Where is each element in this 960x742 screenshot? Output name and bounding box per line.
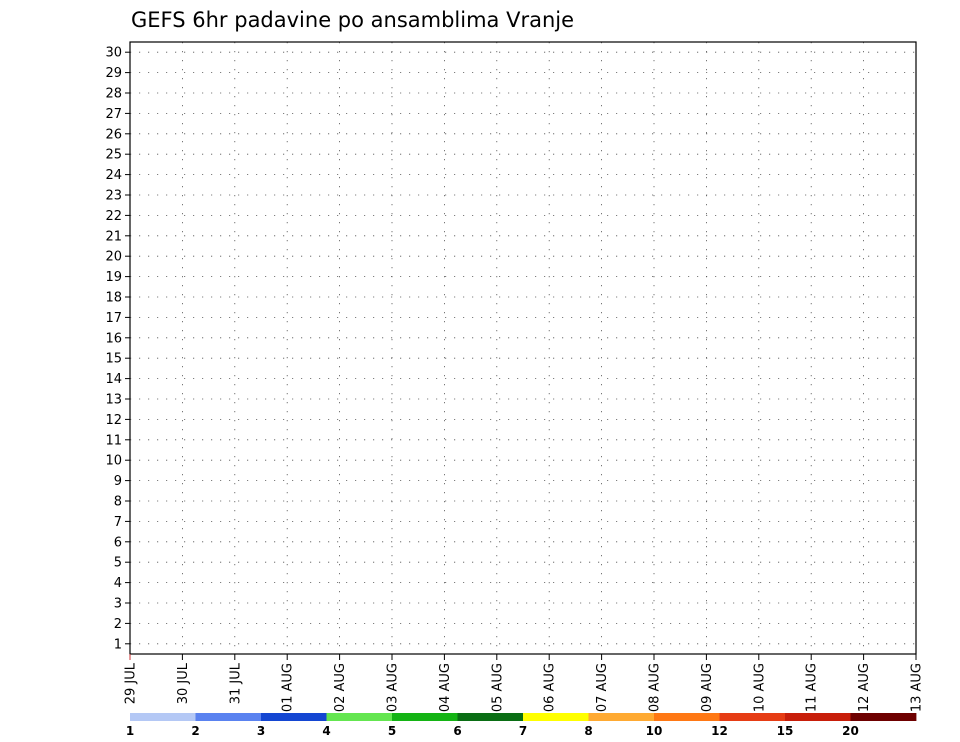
legend-swatch [457, 713, 524, 721]
y-tick-label: 24 [105, 168, 122, 183]
x-tick-label: 05 AUG [490, 663, 505, 712]
legend-swatch [261, 713, 327, 721]
y-tick-label: 6 [114, 535, 122, 550]
legend-label: 15 [777, 724, 794, 738]
legend-swatch [130, 713, 196, 721]
y-tick-label: 3 [114, 597, 122, 612]
y-tick-label: 12 [105, 413, 122, 428]
y-tick-label: 5 [114, 556, 122, 571]
y-tick-label: 9 [114, 474, 122, 489]
y-tick-label: 19 [105, 270, 122, 285]
y-tick-label: 7 [114, 515, 122, 530]
y-tick-label: 20 [105, 250, 122, 265]
legend-label: 6 [453, 724, 461, 738]
y-axis: 1234567891011121314151617181920212223242… [105, 46, 130, 652]
y-tick-label: 17 [105, 311, 122, 326]
y-tick-label: 23 [105, 189, 122, 204]
grid-lines [130, 42, 916, 654]
x-tick-label: 06 AUG [543, 663, 558, 712]
y-tick-label: 26 [105, 127, 122, 142]
legend-label: 3 [257, 724, 265, 738]
y-tick-label: 4 [114, 576, 122, 591]
y-tick-label: 18 [105, 291, 122, 306]
legend-label: 12 [711, 724, 728, 738]
y-tick-label: 13 [105, 393, 122, 408]
y-tick-label: 30 [105, 46, 122, 61]
legend-label: 7 [519, 724, 527, 738]
legend-label: 1 [126, 724, 134, 738]
legend-swatch [850, 713, 917, 721]
x-tick-label: 01 AUG [281, 663, 296, 712]
legend-swatch [392, 713, 458, 721]
legend-label: 5 [388, 724, 396, 738]
x-tick-label: 09 AUG [700, 663, 715, 712]
x-tick-label: 13 AUG [910, 663, 925, 712]
y-tick-label: 27 [105, 107, 122, 122]
legend-label: 2 [191, 724, 199, 738]
x-tick-label: 07 AUG [595, 663, 610, 712]
legend-label: 10 [646, 724, 663, 738]
y-tick-label: 28 [105, 87, 122, 102]
x-axis: 29 JUL 30 JUL 31 JUL 01 AUG 02 AUG 03 AUG 04 A… [124, 654, 925, 712]
x-tick-label: 03 AUG [386, 663, 401, 712]
legend-swatch [326, 713, 393, 721]
y-tick-label: 14 [105, 372, 122, 387]
y-tick-label: 22 [105, 209, 122, 224]
legend-swatch [785, 713, 851, 721]
x-tick-label: 11 AUG [805, 663, 820, 712]
y-tick-label: 21 [105, 229, 122, 244]
y-tick-label: 2 [114, 617, 122, 632]
plot-frame [129, 41, 917, 655]
y-tick-label: 11 [105, 433, 122, 448]
legend-swatch [719, 713, 786, 721]
x-tick-label: 31 JUL [228, 662, 243, 704]
x-tick-label: 08 AUG [648, 663, 663, 712]
legend-swatch [195, 713, 262, 721]
legend-swatch [588, 713, 655, 721]
chart-title: GEFS 6hr padavine po ansamblima Vranje [131, 8, 574, 32]
color-legend: 1 2 3 4 5 6 7 8 10 12 15 20 [126, 713, 917, 738]
x-tick-label: 04 AUG [438, 663, 453, 712]
legend-label: 8 [584, 724, 592, 738]
legend-label: 4 [322, 724, 330, 738]
x-tick-label: 30 JUL [176, 662, 191, 704]
x-tick-label: 02 AUG [333, 663, 348, 712]
legend-label: 20 [842, 724, 859, 738]
y-tick-label: 8 [114, 495, 122, 510]
y-tick-label: 16 [105, 331, 122, 346]
legend-swatch [654, 713, 720, 721]
x-tick-label: 12 AUG [857, 663, 872, 712]
x-tick-label: 29 JUL [124, 662, 139, 704]
y-tick-label: 1 [114, 637, 122, 652]
legend-swatch [523, 713, 589, 721]
y-tick-label: 10 [105, 454, 122, 469]
y-tick-label: 15 [105, 352, 122, 367]
y-tick-label: 25 [105, 148, 122, 163]
y-tick-label: 29 [105, 66, 122, 81]
x-tick-label: 10 AUG [752, 663, 767, 712]
